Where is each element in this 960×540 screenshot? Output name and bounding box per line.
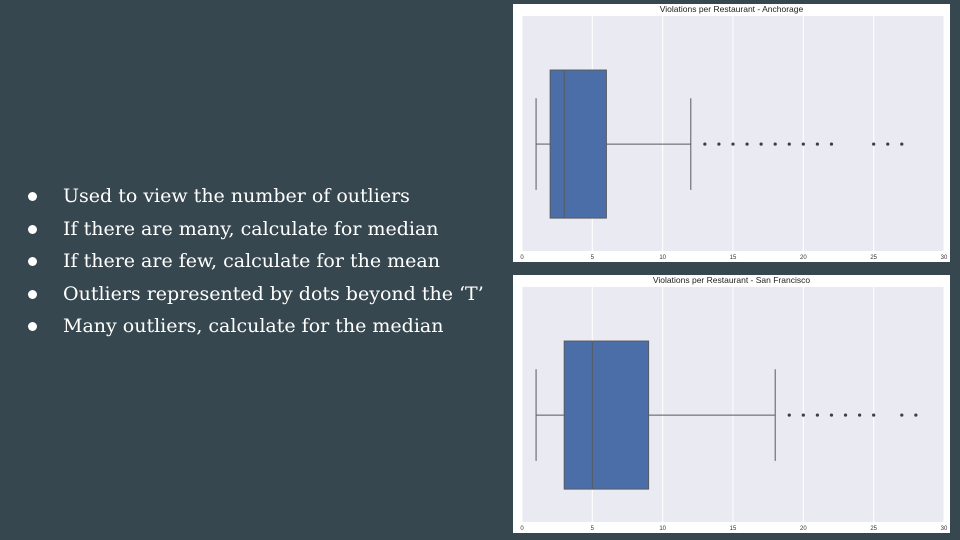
boxplot-anchorage-svg: 0 5 10 15 20 25 30	[520, 16, 948, 261]
outlier-point	[787, 142, 791, 146]
outlier-point	[829, 413, 834, 417]
outlier-point	[745, 142, 749, 146]
iqr-box	[549, 69, 607, 219]
bullet-list: Used to view the number of outliers If t…	[28, 180, 484, 343]
outlier-point	[843, 413, 848, 417]
bullet-item: Used to view the number of outliers	[28, 180, 484, 213]
bullet-text: If there are few, calculate for the mean	[63, 250, 440, 272]
x-tick-label: 30	[941, 526, 948, 532]
outlier-point	[703, 142, 707, 146]
outlier-point	[872, 142, 876, 146]
boxplot-san-francisco: Violations per Restaurant - San Francisc…	[513, 275, 950, 533]
outlier-point	[858, 413, 862, 417]
outlier-point	[801, 413, 805, 417]
outlier-point	[773, 142, 777, 146]
outlier-point	[815, 142, 819, 146]
outlier-point	[886, 142, 890, 146]
x-tick-label: 15	[730, 255, 737, 261]
bullet-item: Many outliers, calculate for the median	[28, 310, 484, 343]
boxplot-anchorage: Violations per Restaurant - Anchorage 0 5…	[513, 4, 950, 262]
x-tick-label: 15	[730, 526, 737, 532]
bullet-text: If there are many, calculate for median	[63, 217, 439, 240]
outlier-point	[801, 142, 805, 146]
outlier-point	[900, 142, 904, 146]
outlier-point	[787, 413, 791, 417]
bullet-text: Many outliers, calculate for the median	[63, 315, 444, 337]
x-tick-label: 0	[520, 526, 524, 532]
x-tick-label: 5	[591, 526, 595, 532]
outlier-point	[759, 142, 763, 146]
outlier-point	[731, 142, 735, 146]
bullet-text: Used to view the number of outliers	[63, 185, 410, 207]
boxplot-san-francisco-svg: 0 5 10 15 20 25 30	[520, 287, 948, 532]
bullet-dot-icon	[28, 192, 37, 201]
chart-title: Violations per Restaurant - Anchorage	[659, 4, 804, 14]
bullet-dot-icon	[28, 322, 37, 331]
bullet-item: If there are few, calculate for the mean	[28, 245, 484, 278]
x-tick-label: 20	[800, 526, 807, 532]
x-tick-label: 25	[870, 526, 877, 532]
bullet-dot-icon	[28, 257, 37, 266]
x-tick-label: 5	[591, 255, 595, 261]
outlier-point	[900, 413, 904, 417]
outlier-point	[829, 142, 834, 146]
x-tick-label: 30	[941, 255, 948, 261]
outlier-point	[872, 413, 876, 417]
bullet-dot-icon	[28, 289, 37, 299]
chart-title: Violations per Restaurant - San Francisc…	[652, 275, 811, 285]
x-tick-label: 0	[520, 255, 524, 261]
bullet-dot-icon	[28, 224, 37, 234]
bullet-item: Outliers represented by dots beyond the …	[28, 278, 484, 311]
x-tick-label: 25	[870, 255, 877, 261]
outlier-point	[914, 413, 918, 417]
x-tick-label: 10	[659, 526, 666, 532]
x-tick-label: 10	[659, 255, 666, 261]
bullet-item: If there are many, calculate for median	[28, 213, 484, 246]
outlier-point	[717, 142, 721, 146]
iqr-box	[563, 340, 650, 490]
outlier-point	[815, 413, 819, 417]
bullet-text: Outliers represented by dots beyond the …	[63, 282, 484, 305]
x-tick-label: 20	[800, 255, 807, 261]
